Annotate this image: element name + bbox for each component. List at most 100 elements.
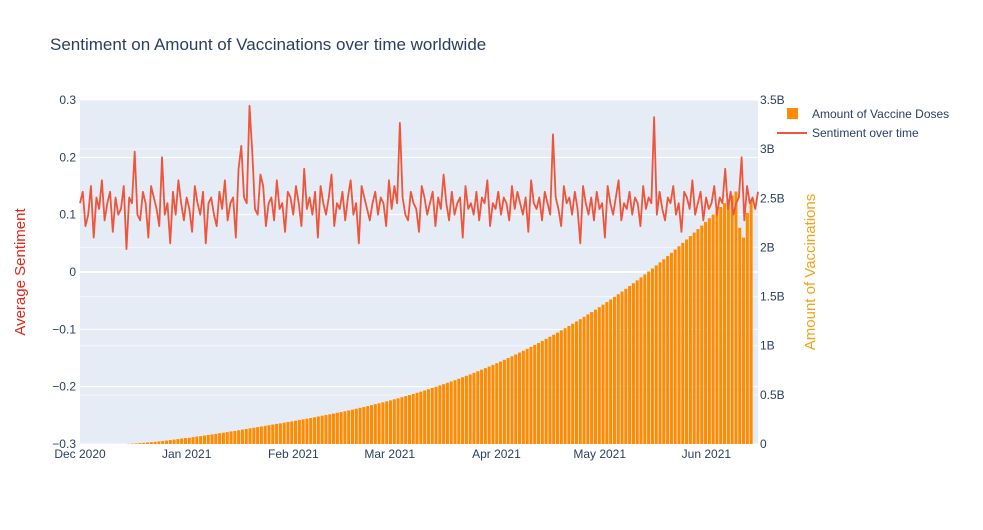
y-right-tick-label: 3B	[760, 142, 775, 156]
bar	[503, 360, 506, 444]
bar	[461, 377, 464, 444]
bar	[241, 430, 244, 444]
bar	[731, 195, 734, 444]
bar	[586, 314, 589, 444]
x-tick-label: May 2021	[573, 447, 626, 461]
bar	[279, 423, 282, 444]
bar	[211, 434, 214, 444]
bar	[560, 330, 563, 444]
bar	[469, 374, 472, 444]
bar	[397, 398, 400, 444]
bar	[700, 226, 703, 444]
bar	[598, 307, 601, 444]
bar	[324, 415, 327, 444]
bar	[514, 354, 517, 444]
bar	[157, 441, 160, 444]
bar	[742, 238, 745, 444]
bar	[579, 319, 582, 444]
bar	[564, 328, 567, 444]
bar	[389, 400, 392, 444]
bar	[693, 233, 696, 444]
bar	[712, 215, 715, 444]
bar	[203, 436, 206, 444]
bar	[374, 404, 377, 444]
bar	[378, 403, 381, 444]
bar	[750, 200, 753, 444]
bar	[450, 381, 453, 444]
bar	[431, 388, 434, 444]
bar	[704, 222, 707, 444]
bar	[719, 207, 722, 444]
bar	[343, 411, 346, 444]
bar	[336, 413, 339, 444]
bar	[548, 337, 551, 444]
y-right-tick-label: 0	[760, 437, 767, 451]
bar	[628, 286, 631, 444]
bar	[359, 408, 362, 444]
bar	[271, 425, 274, 444]
x-tick-label: Jan 2021	[162, 447, 212, 461]
bar	[154, 442, 157, 444]
y-right-tick-label: 2B	[760, 240, 775, 254]
bar	[328, 414, 331, 444]
bar	[556, 333, 559, 444]
bar	[370, 405, 373, 444]
bar	[526, 349, 529, 444]
bar	[404, 396, 407, 444]
y-left-tick-label: −0.2	[52, 380, 76, 394]
bar	[138, 443, 141, 444]
y-axis-right-title: Amount of Vaccinations	[802, 194, 819, 350]
legend-item-line[interactable]: Sentiment over time	[777, 126, 919, 140]
bar	[381, 402, 384, 444]
bar	[624, 289, 627, 444]
bar	[230, 431, 233, 444]
bar	[332, 414, 335, 444]
bar	[541, 341, 544, 444]
y-right-tick-label: 1B	[760, 339, 775, 353]
legend[interactable]: Amount of Vaccine Doses Sentiment over t…	[777, 107, 949, 140]
bar	[142, 443, 145, 444]
bar	[457, 379, 460, 444]
bar	[351, 410, 354, 444]
bar	[199, 436, 202, 444]
bar	[173, 440, 176, 444]
bar	[655, 265, 658, 444]
bar	[355, 409, 358, 444]
bar	[488, 367, 491, 444]
legend-bar-label: Amount of Vaccine Doses	[812, 107, 949, 121]
bar	[252, 428, 255, 444]
bar	[283, 423, 286, 444]
bar	[393, 399, 396, 444]
bar	[260, 427, 263, 444]
bar	[651, 268, 654, 444]
bar	[248, 428, 251, 444]
bar	[233, 431, 236, 444]
bar	[480, 370, 483, 444]
bar	[590, 312, 593, 444]
bar	[150, 442, 153, 444]
bar	[267, 425, 270, 444]
y-right-tick-label: 0.5B	[760, 388, 785, 402]
x-tick-label: Apr 2021	[472, 447, 521, 461]
x-tick-label: Feb 2021	[268, 447, 319, 461]
legend-item-bars[interactable]: Amount of Vaccine Doses	[787, 107, 949, 121]
bar	[727, 199, 730, 444]
bar	[495, 363, 498, 444]
bar	[677, 246, 680, 444]
bar	[165, 441, 168, 444]
bar	[594, 310, 597, 444]
bar	[423, 390, 426, 444]
bar	[309, 418, 312, 444]
bar	[222, 433, 225, 444]
bar	[245, 429, 248, 444]
y-axis-left: −0.3−0.2−0.100.10.20.3	[52, 93, 76, 451]
bar	[472, 373, 475, 444]
legend-bar-swatch	[787, 108, 798, 119]
y-left-tick-label: 0.1	[59, 208, 76, 222]
y-right-tick-label: 1.5B	[760, 290, 785, 304]
bar	[510, 356, 513, 444]
x-tick-label: Mar 2021	[364, 447, 415, 461]
bar	[135, 443, 138, 444]
